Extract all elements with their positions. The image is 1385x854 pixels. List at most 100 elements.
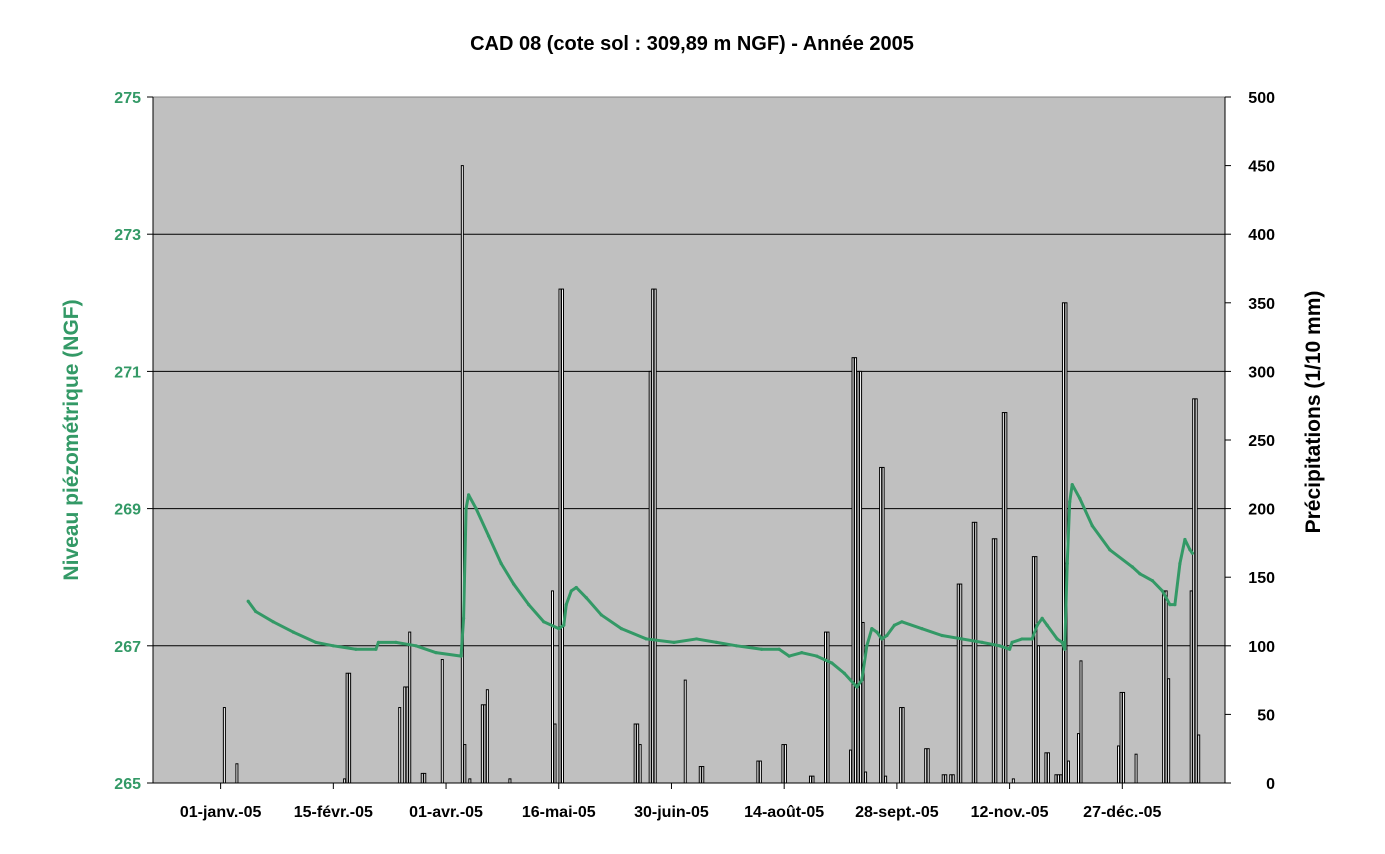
x-tick-label: 16-mai-05 — [522, 804, 596, 821]
left-axis-title: Niveau piézométrique (NGF) — [60, 299, 83, 580]
precipitation-bar — [508, 778, 512, 784]
water-level-point — [920, 627, 924, 631]
precipitation-bar — [403, 686, 407, 784]
right-tick-label: 50 — [1257, 707, 1275, 724]
precipitation-bar — [926, 748, 930, 784]
water-level-point — [1178, 561, 1182, 566]
water-level-point — [815, 654, 819, 658]
precipitation-bar — [1197, 734, 1201, 784]
precipitation-bar — [1162, 590, 1166, 784]
precipitation-bar — [956, 583, 960, 784]
precipitation-bar — [971, 521, 975, 784]
precipitation-bar — [1079, 660, 1083, 784]
precipitation-bar — [1054, 774, 1058, 784]
water-level-point — [1065, 561, 1069, 566]
water-level-point — [414, 644, 418, 648]
water-level-point — [694, 637, 699, 641]
plot-area — [152, 96, 1226, 784]
water-level-point — [466, 493, 471, 497]
x-tick-label: 01-avr.-05 — [409, 804, 483, 821]
water-level-point — [870, 627, 874, 631]
water-level-point — [331, 644, 335, 648]
axes: 265 267 269 271 273 275 0 50 100 150 200 250 300 350 4… — [114, 90, 1275, 821]
water-level-point — [499, 561, 503, 566]
water-level-line — [246, 483, 1194, 689]
x-tick-label: 15-févr.-05 — [294, 804, 373, 821]
water-level-point — [1040, 616, 1044, 620]
water-level-point — [584, 596, 588, 600]
precipitation-bar — [636, 723, 640, 784]
right-tick-label: 350 — [1248, 296, 1275, 313]
water-level-point — [1130, 565, 1134, 569]
right-tick-label: 100 — [1248, 639, 1275, 656]
precipitation-bar — [558, 288, 562, 784]
water-level-point — [557, 627, 561, 631]
water-level-point — [1108, 548, 1112, 552]
water-level-point — [800, 651, 804, 655]
precipitation-bar — [826, 631, 830, 784]
precipitation-bar — [756, 760, 760, 784]
water-level-point — [1030, 637, 1034, 641]
water-level-point — [246, 599, 250, 603]
precipitation-bar — [856, 370, 860, 784]
precipitation-bar — [405, 686, 409, 784]
water-level-point — [1190, 551, 1195, 555]
water-level-point — [865, 644, 869, 648]
precipitation-bar — [951, 774, 955, 784]
water-level-point — [880, 637, 884, 641]
precipitation-bar — [348, 672, 352, 784]
water-level-point — [714, 640, 719, 644]
precipitation-bar — [551, 590, 554, 784]
precipitation-bar — [698, 766, 702, 784]
precipitation-bar — [701, 766, 705, 784]
right-tick-label: 0 — [1266, 776, 1275, 793]
precipitation-bar — [864, 771, 868, 784]
water-level-point — [855, 685, 859, 689]
chart-title: CAD 08 (cote sol : 309,89 m NGF) - Année… — [470, 33, 914, 55]
precipitation-bar — [1001, 412, 1005, 784]
left-tick-label: 269 — [114, 502, 141, 519]
precipitation-bar — [994, 538, 998, 784]
precipitation-bar — [811, 775, 815, 784]
water-level-point — [1138, 572, 1142, 576]
water-level-point — [459, 654, 463, 658]
water-level-point — [394, 640, 398, 644]
precipitation-bar — [974, 521, 978, 784]
precipitation-bar — [553, 723, 557, 784]
water-level-point — [1063, 647, 1067, 651]
left-tick-label: 265 — [114, 776, 141, 793]
water-level-point — [1188, 548, 1192, 552]
precipitation-bar — [808, 775, 812, 784]
precipitation-bar — [854, 357, 858, 784]
water-level-point — [672, 640, 676, 644]
left-tick-label: 275 — [114, 90, 141, 107]
precipitation-bar — [1167, 678, 1171, 784]
precipitation-bar — [1134, 753, 1138, 784]
precipitation-bar — [408, 631, 412, 784]
precipitation-bar — [881, 466, 885, 784]
water-level-point — [564, 603, 568, 607]
precipitation-bar — [1122, 691, 1126, 784]
precipitation-bar — [463, 744, 467, 784]
precipitation-bar — [1044, 752, 1048, 784]
water-level-point — [569, 589, 573, 593]
water-level-point — [1090, 524, 1094, 528]
water-level-point — [644, 637, 649, 641]
water-level-point — [314, 640, 318, 644]
water-level-point — [1173, 603, 1177, 607]
water-level-point — [860, 678, 864, 682]
x-tick-label: 30-juin-05 — [634, 804, 709, 821]
precipitation-bar — [899, 707, 903, 784]
precipitation-bar — [561, 288, 565, 784]
water-level-point — [760, 647, 764, 651]
precipitation-bar — [440, 659, 444, 784]
precipitation-bar — [758, 760, 762, 784]
water-level-point — [487, 534, 491, 538]
precipitation-bar — [1059, 774, 1063, 784]
water-level-point — [464, 507, 468, 511]
right-tick-label: 450 — [1248, 159, 1275, 176]
precipitation-bar — [1061, 302, 1065, 784]
precipitation-bar — [1011, 778, 1015, 784]
water-level-point — [354, 647, 358, 651]
